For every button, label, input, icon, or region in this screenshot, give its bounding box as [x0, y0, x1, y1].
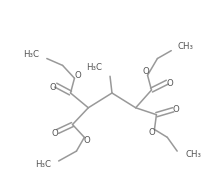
- Text: O: O: [148, 128, 155, 137]
- Text: O: O: [84, 136, 91, 145]
- Text: O: O: [142, 67, 149, 76]
- Text: O: O: [167, 79, 174, 88]
- Text: O: O: [74, 71, 81, 80]
- Text: H₃C: H₃C: [23, 50, 39, 59]
- Text: H₃C: H₃C: [86, 63, 102, 72]
- Text: O: O: [49, 83, 56, 92]
- Text: H₃C: H₃C: [35, 160, 51, 169]
- Text: O: O: [51, 129, 58, 138]
- Text: CH₃: CH₃: [177, 42, 193, 51]
- Text: CH₃: CH₃: [185, 150, 201, 159]
- Text: O: O: [173, 105, 180, 114]
